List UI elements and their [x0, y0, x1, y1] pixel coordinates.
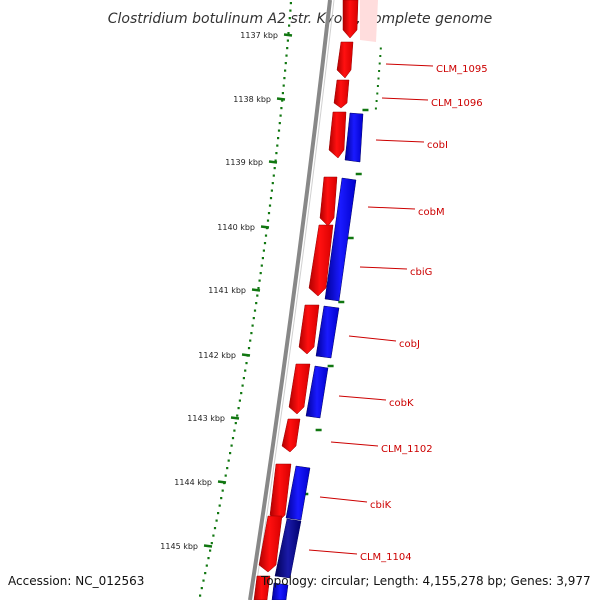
scale-labels: 1137 kbp 1138 kbp 1139 kbp 1140 kbp 1141 kbp… [160, 31, 278, 551]
forward-gene [253, 575, 271, 600]
forward-gene [319, 176, 338, 227]
forward-gene [342, 0, 359, 39]
reverse-gene [324, 177, 357, 302]
genome-summary: Topology: circular; Length: 4,155,278 bp… [261, 574, 591, 588]
gene-label: cobK [389, 398, 414, 409]
accession-text: Accession: NC_012563 [8, 574, 145, 588]
scale-label: 1142 kbp [198, 351, 236, 360]
gene-labels: CLM_1095 CLM_1096 cobI cobM cbiG cobJ cobK CLM_… [308, 63, 488, 563]
forward-gene [328, 111, 347, 159]
scale-label: 1145 kbp [160, 542, 198, 551]
gene-label: cobM [418, 207, 445, 218]
forward-gene [333, 79, 350, 109]
scale-label: 1138 kbp [233, 95, 271, 104]
genome-backbone-highlight [253, 0, 335, 600]
forward-gene [336, 41, 354, 79]
reverse-gene [271, 582, 289, 600]
genome-backbone [248, 0, 332, 600]
scale-label: 1141 kbp [208, 286, 246, 295]
feature-track [253, 0, 378, 600]
gene-label: cbiG [410, 267, 432, 278]
gene-label: cbiK [370, 500, 392, 511]
map-title: Clostridium botulinum A2 str. Kyoto, com… [108, 11, 493, 27]
gene-label: CLM_1096 [431, 98, 483, 109]
forward-gene-faded [360, 0, 378, 42]
scale-label: 1137 kbp [240, 31, 278, 40]
reverse-gene [344, 112, 364, 163]
gene-label: CLM_1104 [360, 552, 412, 563]
forward-gene [258, 515, 283, 573]
reverse-gene [285, 465, 311, 521]
reverse-gene [315, 305, 340, 359]
gene-label: CLM_1095 [436, 64, 488, 75]
forward-gene [298, 304, 320, 355]
gene-label: cobJ [399, 339, 420, 350]
gc-skew-dots [199, 2, 382, 597]
forward-gene [288, 363, 311, 415]
scale-label: 1139 kbp [225, 158, 263, 167]
reverse-gene [274, 518, 302, 579]
scale-label: 1140 kbp [217, 223, 255, 232]
scale-label: 1143 kbp [187, 414, 225, 423]
gene-label: CLM_1102 [381, 444, 433, 455]
forward-gene [308, 224, 334, 297]
gene-label: cobI [427, 140, 448, 151]
reverse-gene [305, 365, 329, 419]
scale-label: 1144 kbp [174, 478, 212, 487]
forward-gene [281, 418, 301, 453]
